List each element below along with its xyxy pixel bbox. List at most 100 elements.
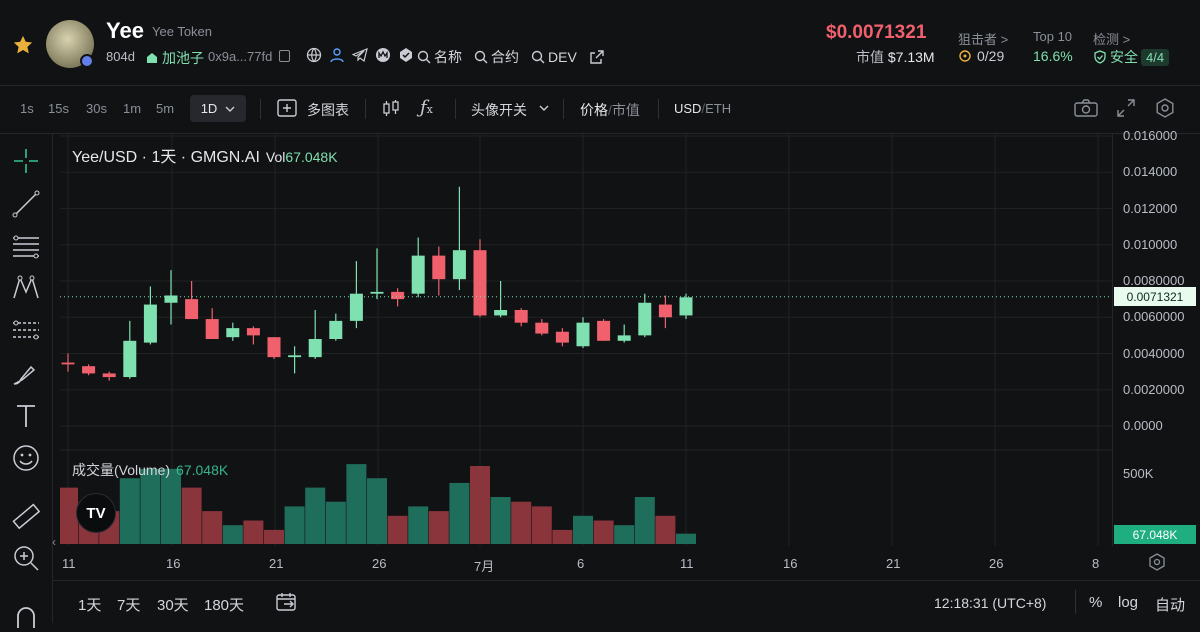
volume-bar	[284, 506, 305, 544]
add-pool-label: 加池子	[162, 50, 204, 66]
website-icon[interactable]	[306, 47, 322, 63]
user-icon[interactable]	[329, 47, 345, 63]
ruler-tool-icon[interactable]	[10, 500, 42, 532]
zoom-in-tool-icon[interactable]	[10, 542, 42, 574]
price-tick-label: 0.012000	[1123, 200, 1178, 216]
share-icon[interactable]	[589, 49, 605, 65]
volume-bar	[408, 506, 429, 544]
text-tool-icon[interactable]	[10, 400, 42, 432]
security-check-stat: 安全 4/4	[1093, 47, 1170, 67]
shield-check-icon	[1094, 50, 1106, 64]
timeframe-dropdown[interactable]: 1D	[190, 95, 246, 122]
chart-title: Yee/USD · 1天 · GMGN.AI	[72, 149, 260, 166]
tool-sidebar-divider	[52, 134, 53, 623]
address-text: 0x9a...77fd	[208, 49, 273, 64]
candle-body	[514, 310, 528, 323]
volume-legend: 成交量(Volume) 67.048K	[72, 460, 228, 480]
search-name-link[interactable]: 名称	[417, 47, 462, 67]
time-tick-label: 21	[886, 556, 901, 571]
volume-bar	[552, 529, 573, 544]
clock-display[interactable]: 12:18:31 (UTC+8)	[934, 595, 1047, 611]
volume-bar	[490, 497, 511, 544]
scroll-left-icon[interactable]: ‹	[52, 535, 56, 549]
candle-type-icon[interactable]	[381, 99, 401, 117]
search-contract-label: 合约	[491, 49, 519, 65]
security-check-link[interactable]: 检测 >	[1093, 32, 1131, 47]
goto-date-icon[interactable]	[276, 592, 298, 612]
timeframe-30s[interactable]: 30s	[86, 101, 107, 116]
emoji-tool-icon[interactable]	[10, 442, 42, 474]
range-7d[interactable]: 7天	[117, 597, 141, 614]
current-price-tag: 0.0071321	[1114, 287, 1196, 306]
projection-tool-icon[interactable]	[10, 314, 42, 346]
search-dev-link[interactable]: DEV	[531, 49, 577, 65]
timeframe-1m[interactable]: 1m	[123, 101, 142, 116]
settings-icon[interactable]	[1155, 98, 1175, 118]
mcap-option[interactable]: 市值	[611, 102, 640, 118]
camera-icon[interactable]	[1074, 99, 1098, 117]
tradingview-logo[interactable]: TV	[76, 493, 116, 533]
search-contract-link[interactable]: 合约	[474, 47, 519, 67]
trend-line-tool-icon[interactable]	[10, 188, 42, 220]
log-toggle[interactable]: log	[1118, 594, 1139, 611]
candle-body	[123, 340, 137, 378]
fib-tool-icon[interactable]	[10, 230, 42, 262]
usd-option[interactable]: USD	[674, 101, 702, 116]
price-tick-label: 0.0060000	[1123, 309, 1185, 325]
price-mcap-toggle[interactable]: 价格/市值	[580, 100, 640, 120]
timeframe-1s[interactable]: 1s	[20, 101, 34, 116]
snipers-link[interactable]: 狙击者 >	[958, 32, 1009, 47]
brush-tool-icon[interactable]	[10, 357, 42, 389]
currency-toggle[interactable]: USD/ETH	[674, 101, 731, 116]
favorite-star-icon[interactable]	[12, 34, 34, 56]
percent-toggle[interactable]: %	[1089, 594, 1103, 611]
range-180d[interactable]: 180天	[204, 597, 245, 614]
timeframe-15s[interactable]: 15s	[48, 101, 69, 116]
eth-option[interactable]: ETH	[705, 101, 732, 116]
security-check-badge: 4/4	[1141, 48, 1170, 66]
time-tick-label: 26	[989, 556, 1004, 571]
magnet-tool-icon[interactable]	[10, 600, 42, 632]
candle-body	[226, 328, 240, 338]
price-option[interactable]: 价格	[580, 102, 608, 118]
volume-bar	[346, 464, 367, 544]
axis-settings-icon[interactable]	[1148, 553, 1166, 571]
candle-body	[370, 291, 384, 294]
volume-bar	[161, 468, 181, 544]
price-chart[interactable]	[60, 134, 1112, 546]
social-links	[306, 47, 414, 63]
add-chart-icon[interactable]	[277, 99, 297, 117]
add-pool-link[interactable]: 加池子	[145, 48, 204, 68]
telegram-icon[interactable]	[352, 47, 368, 63]
candle-body	[164, 295, 178, 303]
crosshair-tool-icon[interactable]	[10, 145, 42, 177]
search-icon	[417, 50, 431, 64]
market-icon[interactable]	[375, 47, 391, 63]
volume-bar	[181, 487, 202, 544]
range-30d[interactable]: 30天	[157, 597, 189, 614]
contract-address[interactable]: 0x9a...77fd	[208, 49, 290, 64]
bottom-divider	[52, 580, 1200, 581]
volume-bar	[202, 511, 223, 544]
time-tick-label: 16	[166, 556, 181, 571]
range-1d[interactable]: 1天	[78, 597, 102, 614]
candle-body	[102, 373, 116, 378]
timeframe-5m[interactable]: 5m	[156, 101, 175, 116]
copy-icon[interactable]	[278, 50, 290, 62]
search-icon	[531, 50, 545, 64]
market-cap: 市值 $7.13M	[856, 47, 935, 67]
candle-body	[205, 319, 219, 339]
multi-chart-button[interactable]: 多图表	[307, 102, 349, 118]
pattern-tool-icon[interactable]	[10, 272, 42, 304]
price-tick-label: 0.0020000	[1123, 381, 1185, 397]
fullscreen-icon[interactable]	[1117, 99, 1135, 117]
explorer-icon[interactable]	[398, 47, 414, 63]
chevron-down-icon	[539, 105, 549, 111]
volume-bar	[511, 501, 532, 544]
divider	[1075, 590, 1076, 614]
indicators-icon[interactable]: ƒx	[420, 97, 433, 118]
auto-scale-toggle[interactable]: 自动	[1155, 597, 1186, 614]
avatar-toggle[interactable]: 头像开关	[471, 102, 527, 118]
toolbar-divider	[0, 133, 1200, 134]
time-tick-label: 26	[372, 556, 387, 571]
